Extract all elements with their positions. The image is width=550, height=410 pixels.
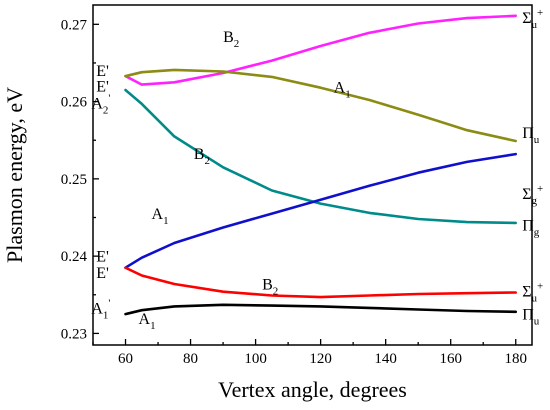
curve-label: E' [96, 265, 109, 282]
curve-label: B2 [262, 276, 278, 297]
curve-label: E' [96, 79, 109, 96]
curve-label: A1' [91, 297, 110, 321]
curve-label: Πg [522, 218, 540, 239]
y-tick-label: 0.26 [61, 95, 88, 111]
curve-annotations: B2A1B2A1B2A1E'E'A2'E'E'A1'Σu+ΠuΣg+ΠgΣu+Π… [91, 7, 543, 332]
curve-label: Σu+ [522, 280, 543, 304]
y-tick-label: 0.23 [61, 326, 87, 342]
x-tick-label: 120 [309, 351, 332, 367]
x-axis-ticks: 60 80 100 120 140 160 180 [92, 339, 527, 367]
series-line-4 [124, 152, 517, 269]
series-line-3 [124, 88, 517, 225]
x-tick-label: 60 [118, 351, 133, 367]
series-line-1 [124, 14, 517, 86]
curve-label: Σg+ [522, 183, 543, 207]
y-axis-title: Plasmon energy, eV [2, 87, 27, 263]
x-tick-label: 80 [183, 351, 198, 367]
curve-label: A1 [334, 79, 351, 100]
series-line-2 [124, 68, 517, 143]
curve-label: E' [96, 249, 109, 266]
x-tick-label: 100 [244, 351, 267, 367]
curve-label: Πu [522, 307, 540, 328]
y-tick-label: 0.24 [61, 249, 88, 265]
y-tick-label: 0.27 [61, 17, 88, 33]
series-line-6 [124, 303, 517, 316]
curve-label: Σu+ [522, 7, 543, 31]
series-line-5 [124, 266, 517, 299]
y-axis-ticks: 0.23 0.24 0.25 0.26 0.27 [61, 17, 99, 342]
x-tick-label: 180 [504, 351, 527, 367]
curve-label: B2 [223, 29, 239, 50]
plot-lines [124, 14, 517, 316]
curve-label: Πu [522, 125, 540, 146]
x-tick-label: 160 [439, 351, 462, 367]
curve-label: B2 [194, 146, 210, 167]
curve-label: A1 [152, 206, 169, 227]
y-tick-label: 0.25 [61, 172, 87, 188]
x-tick-label: 140 [374, 351, 397, 367]
curve-label: E' [96, 63, 109, 80]
curve-label: A2' [91, 93, 110, 117]
curve-label: A1 [139, 311, 156, 332]
plot-frame [92, 4, 533, 346]
x-axis-title: Vertex angle, degrees [218, 377, 407, 402]
